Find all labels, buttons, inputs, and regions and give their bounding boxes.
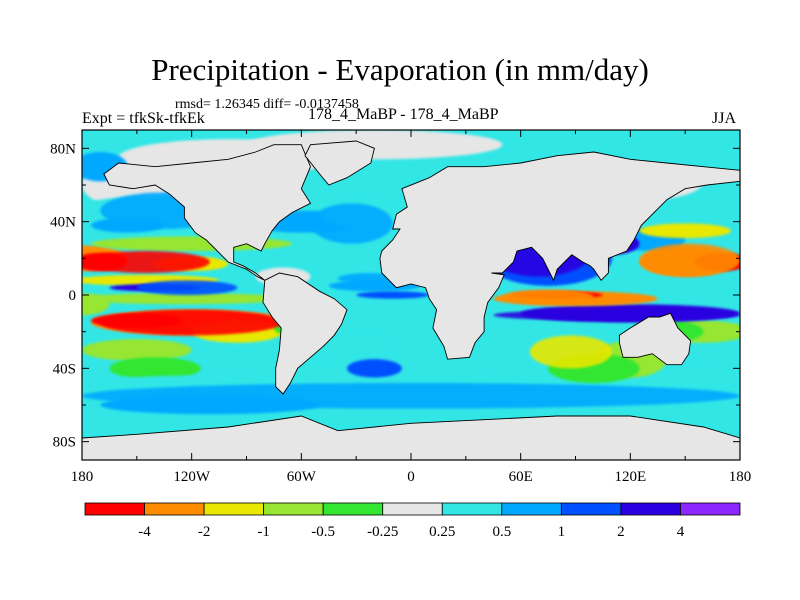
colorbar-label: -2	[198, 524, 211, 540]
region-southern-ocean-wet	[82, 383, 740, 409]
colorbar-label: 4	[677, 524, 685, 540]
colorbar-label: 2	[617, 524, 625, 540]
lat-tick-label: 0	[69, 288, 77, 304]
field-blob-9	[82, 293, 293, 305]
lon-tick-label: 60W	[287, 469, 317, 485]
lon-tick-label: 60E	[509, 469, 533, 485]
colorbar-swatch	[501, 502, 562, 516]
land-south-america	[262, 272, 348, 395]
region-south-pacific-dry-band	[100, 309, 284, 336]
colorbar-label: -0.5	[311, 524, 335, 540]
colorbar-swatch	[560, 502, 622, 516]
colorbar-swatch	[203, 502, 265, 516]
lat-tick-label: 80N	[50, 141, 76, 157]
colorbar-label: 0.25	[429, 524, 455, 540]
lat-tick-label: 40S	[53, 361, 76, 377]
field-blob-14	[82, 339, 192, 361]
lon-tick-label: 180	[71, 469, 94, 485]
colorbar-swatch	[382, 502, 443, 516]
colorbar-swatch	[680, 502, 741, 516]
lon-tick-label: 120W	[173, 469, 211, 485]
land-australia	[618, 312, 692, 366]
region-subtropical-north-pacific-band	[82, 251, 210, 273]
latitude-axis: 80N 40N 0 40S 80S	[50, 141, 740, 451]
field-blob-32	[639, 223, 731, 239]
colorbar-swatch	[144, 502, 205, 516]
longitude-axis: 180 120W 60W 0 60E 120E 180	[71, 130, 752, 485]
colorbar-swatch	[84, 502, 145, 516]
region-south-indian-ocean-wet	[493, 309, 740, 321]
map-title: Precipitation - Evaporation (in mm/day)	[151, 52, 649, 87]
land-eurasia-africa	[379, 151, 740, 360]
region-north-atlantic-wet	[310, 203, 393, 244]
field-blob-47	[82, 293, 110, 316]
season-label: JJA	[712, 110, 737, 127]
lon-tick-label: 180	[729, 469, 752, 485]
land-masses	[82, 140, 740, 460]
region-west-pacific-dry-band	[639, 243, 740, 277]
field-blob-46	[356, 291, 430, 299]
stats-line: rmsd= 1.26345 diff= -0.0137458	[175, 97, 359, 112]
colorbar-swatch	[322, 502, 384, 516]
pme-field	[82, 130, 740, 460]
colorbar-swatch	[263, 502, 324, 516]
case-label: 178_4_MaBP - 178_4_MaBP	[308, 106, 499, 123]
field-blob-19	[347, 359, 402, 378]
land-greenland	[304, 140, 375, 186]
colorbar-swatch	[620, 502, 681, 516]
region-australia-dry	[529, 335, 613, 369]
colorbar-label: -4	[138, 524, 151, 540]
land-north-america	[103, 144, 312, 281]
land-antarctica	[82, 415, 740, 460]
colorbar: -4 -2 -1 -0.5 -0.25 0.25 0.5 1 2 4	[84, 502, 741, 540]
colorbar-label: -0.25	[367, 524, 398, 540]
lat-tick-label: 80S	[53, 435, 76, 451]
field-blob-18	[319, 331, 393, 369]
lon-tick-label: 0	[407, 469, 415, 485]
region-tropical-pacific-itcz	[136, 280, 238, 295]
field-blob-15	[109, 357, 201, 380]
colorbar-swatch	[441, 502, 503, 516]
colorbar-label: 1	[558, 524, 566, 540]
region-indian-ocean-dry-band	[502, 289, 594, 305]
lat-tick-label: 40N	[50, 215, 76, 231]
colorbar-label: 0.5	[492, 524, 511, 540]
colorbar-label: -1	[257, 524, 270, 540]
lon-tick-label: 120E	[614, 469, 646, 485]
experiment-label: Expt = tfkSk-tfkEk	[82, 110, 205, 127]
